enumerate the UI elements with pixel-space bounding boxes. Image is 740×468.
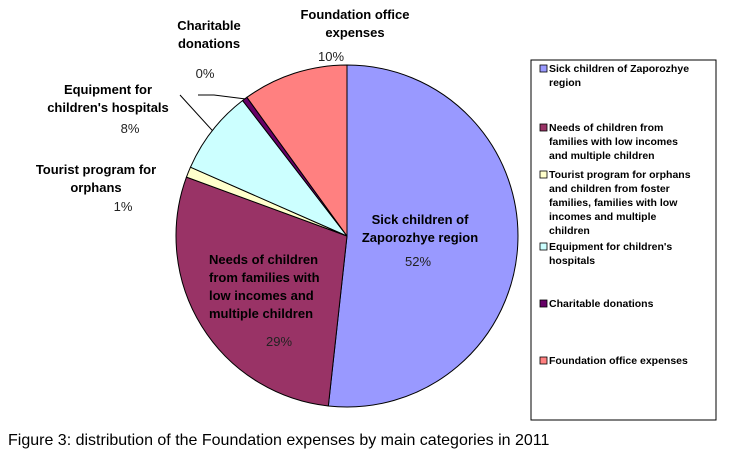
legend-swatch [539,356,548,365]
legend: Sick children of Zaporozhye region Needs o… [539,63,691,367]
slice-label: Foundation office expenses [300,7,409,40]
slice-label: Sick children of Zaporozhye region [362,212,478,245]
slice-label: Equipment for children's hospitals [47,82,169,115]
data-label: 8% [121,121,140,136]
legend-entry: Tourist program for orphans and children … [549,169,691,237]
slice-labels: Sick children of Zaporozhye region 52% Need… [36,7,478,349]
slice-label: Tourist program for orphans [36,162,156,195]
legend-swatch [539,299,548,308]
pie-slice-sick-children-of-zaporozhye-region [327,64,519,408]
data-label: 29% [266,334,292,349]
leader-line [198,94,245,100]
legend-swatch [539,123,548,132]
legend-entry: Foundation office expenses [549,355,688,367]
data-label: 52% [405,254,431,269]
data-label: 1% [114,199,133,214]
slice-label: Charitable donations [177,18,241,51]
slice-label: Needs of children from families with low i… [209,252,320,321]
data-label: 0% [196,66,215,81]
legend-swatch [539,242,548,251]
figure-caption: Figure 3: distribution of the Foundation… [8,432,550,449]
pie-chart: Sick children of Zaporozhye region 52% Need… [36,7,717,421]
pie-slices [175,64,519,408]
leader-lines [179,94,245,131]
legend-entry: Needs of children from families with low … [549,122,678,162]
data-label: 10% [318,49,344,64]
leader-line [179,94,213,131]
legend-entry: Sick children of Zaporozhye region [549,63,689,89]
legend-swatch [539,64,548,73]
legend-entry: Equipment for children's hospitals [549,241,672,267]
legend-swatch [539,170,548,179]
legend-box [530,59,717,421]
pie-slice-needs-of-children-from-families-with-low [175,176,348,407]
pie-slice-foundation-office-expenses [246,64,348,238]
legend-entry: Charitable donations [549,298,654,310]
